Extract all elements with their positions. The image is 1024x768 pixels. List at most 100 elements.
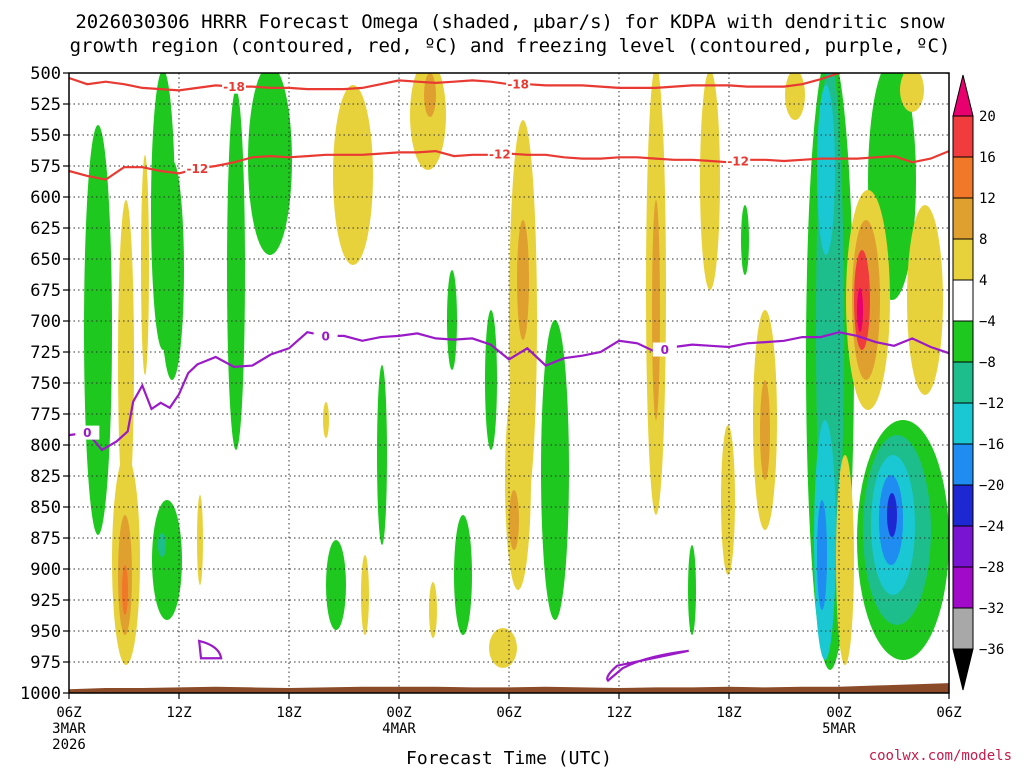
y-tick-label: 875 (30, 529, 61, 549)
y-tick-label: 925 (30, 591, 61, 611)
colorbar-tick-label: −36 (979, 642, 1004, 658)
colorbar-tick-label: −16 (979, 437, 1004, 453)
colorbar-swatch (952, 238, 974, 281)
omega-region (197, 495, 203, 585)
y-tick-label: 1000 (20, 684, 61, 704)
omega-region (429, 582, 437, 638)
contour-label-bg (487, 147, 512, 162)
credit-text[interactable]: coolwx.com/models (869, 748, 1012, 764)
colorbar-tick-label: −24 (979, 519, 1004, 535)
x-tick-label: 00Z (826, 705, 851, 721)
x-tick-label: 18Z (716, 705, 741, 721)
x-tick-date: 4MAR (382, 721, 416, 737)
y-tick-label: 750 (30, 374, 61, 394)
omega-region (227, 90, 245, 450)
colorbar-tick-label: −20 (979, 478, 1004, 494)
y-tick-label: 625 (30, 219, 61, 239)
colorbar-swatch (952, 156, 974, 199)
chart-title-line2: growth region (contoured, red, ºC) and f… (70, 35, 951, 57)
colorbar-tick-label: −4 (979, 314, 996, 330)
colorbar-swatch (952, 402, 974, 445)
omega-region (485, 310, 497, 450)
y-axis: 500 525 550 575 600 625 650 675 700 725 750 775 800 8… (20, 64, 69, 704)
omega-region (741, 205, 749, 275)
y-tick-label: 775 (30, 405, 61, 425)
omega-region (700, 73, 720, 290)
omega-region (84, 125, 112, 535)
y-tick-label: 725 (30, 343, 61, 363)
omega-region (836, 455, 854, 665)
colorbar-tick-label: 20 (979, 109, 996, 125)
colorbar-swatch (952, 525, 974, 568)
plot-area: -18 -18 -12 -12 -12 0 0 0 (69, 73, 949, 693)
omega-region (377, 365, 387, 545)
y-tick-label: 900 (30, 560, 61, 580)
omega-region (760, 380, 770, 480)
isolines: -18 -18 -12 -12 -12 0 0 0 (69, 73, 949, 683)
omega-region (817, 500, 827, 610)
omega-region (248, 73, 292, 255)
freezing-level-loop (197, 639, 223, 660)
omega-region (857, 288, 863, 332)
omega-region (509, 490, 519, 550)
omega-region (785, 73, 805, 120)
omega-region (907, 205, 943, 395)
omega-region (517, 220, 529, 340)
omega-region (160, 160, 184, 380)
y-tick-label: 525 (30, 95, 61, 115)
y-tick-label: 800 (30, 436, 61, 456)
omega-region (118, 200, 134, 520)
omega-region (122, 565, 128, 615)
x-axis-label: Forecast Time (UTC) (406, 748, 612, 768)
contour-label-bg (652, 342, 677, 357)
colorbar-tick-label: −28 (979, 560, 1004, 576)
x-tick-label: 00Z (386, 705, 411, 721)
x-tick-label: 06Z (936, 705, 961, 721)
contour-label-bg (506, 77, 531, 92)
contour-label: -12 (186, 162, 208, 176)
y-tick-label: 975 (30, 653, 61, 673)
contour-label-bg (313, 328, 338, 343)
y-tick-label: 650 (30, 250, 61, 270)
omega-region (887, 493, 897, 537)
colorbar-tick-label: −32 (979, 601, 1004, 617)
contour-label: -12 (727, 155, 749, 169)
contour-label-bg (185, 161, 210, 176)
freezing-level-loop (606, 649, 689, 683)
omega-region (326, 540, 346, 630)
omega-region (410, 73, 446, 170)
omega-region (158, 533, 166, 557)
omega-region (817, 85, 835, 255)
colorbar-swatch (952, 361, 974, 404)
y-tick-label: 575 (30, 157, 61, 177)
isoline-freezing-level (69, 331, 949, 452)
x-tick-label: 12Z (166, 705, 191, 721)
omega-region (652, 200, 660, 420)
colorbar-swatch (952, 566, 974, 609)
terrain-surface (69, 683, 949, 693)
contour-label-bg (726, 154, 751, 169)
x-tick-label: 06Z (56, 705, 81, 721)
omega-region (541, 320, 569, 620)
x-tick-year: 2026 (52, 737, 86, 753)
colorbar-tick-label: −12 (979, 396, 1004, 412)
colorbar-swatch (952, 648, 974, 691)
contour-label: -18 (507, 78, 529, 92)
colorbar-swatch (952, 443, 974, 486)
colorbar-tick-label: −8 (979, 355, 996, 371)
colorbar-tick-label: 16 (979, 150, 996, 166)
contour-label: 0 (321, 329, 329, 343)
y-tick-label: 700 (30, 312, 61, 332)
omega-region (454, 515, 472, 635)
colorbar-swatch (952, 197, 974, 240)
omega-region (900, 73, 924, 112)
contour-label: -18 (223, 80, 245, 94)
y-tick-label: 600 (30, 188, 61, 208)
omega-region (152, 500, 182, 620)
contour-label: 0 (83, 426, 91, 440)
x-tick-date: 3MAR (52, 721, 86, 737)
contour-label-bg (222, 79, 246, 94)
x-tick-date: 5MAR (822, 721, 856, 737)
